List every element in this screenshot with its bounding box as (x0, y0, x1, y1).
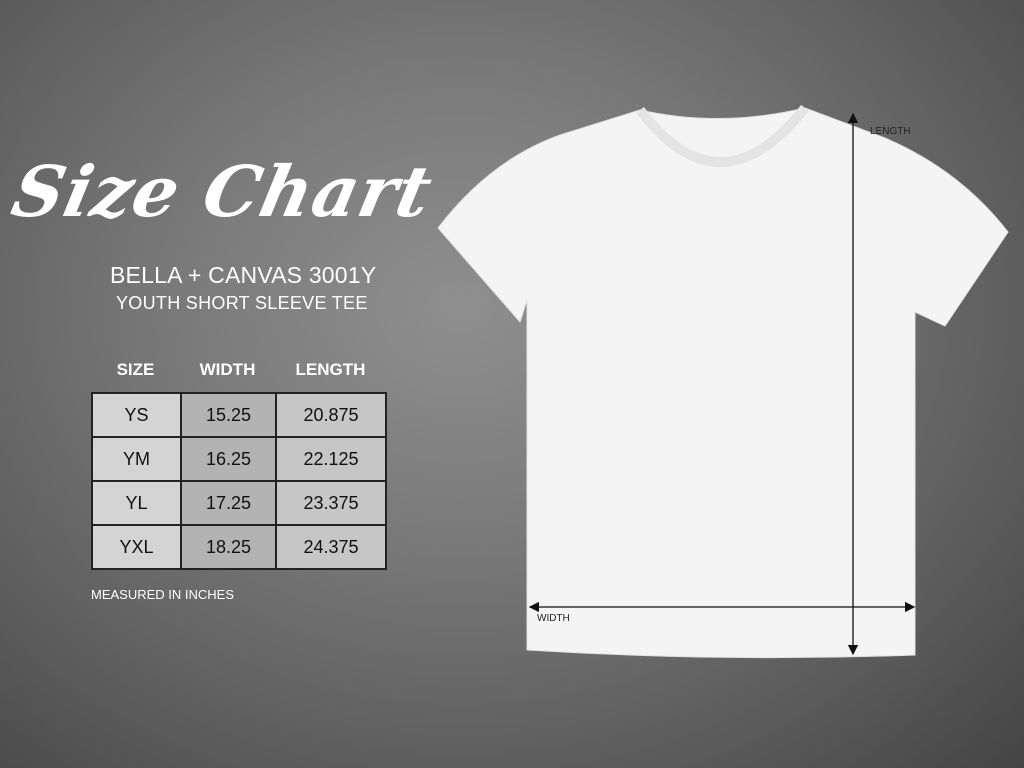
header-length: LENGTH (295, 360, 366, 379)
size-cell: YL (91, 480, 182, 526)
tshirt-collar (636, 104, 809, 167)
table-row: YM 16.25 22.125 (91, 436, 387, 482)
size-table: YS 15.25 20.875 YM 16.25 22.125 YL 17.25 23.375 Y… (91, 392, 387, 570)
length-cell: 22.125 (275, 436, 387, 482)
length-cell: 24.375 (275, 524, 387, 570)
header-width: WIDTH (199, 360, 256, 379)
width-label: WIDTH (537, 613, 570, 624)
tshirt-shape (437, 107, 1009, 659)
size-cell: YS (91, 392, 182, 438)
length-label: LENGTH (870, 126, 911, 137)
width-cell: 18.25 (180, 524, 277, 570)
width-cell: 17.25 (180, 480, 277, 526)
measurement-note: MEASURED IN INCHES (91, 587, 235, 602)
length-cell: 23.375 (275, 480, 387, 526)
table-row: YXL 18.25 24.375 (91, 524, 387, 570)
brand-model: BELLA + CANVAS 3001Y (110, 262, 377, 288)
size-cell: YM (91, 436, 182, 482)
header-size: SIZE (116, 360, 155, 379)
width-cell: 15.25 (180, 392, 277, 438)
table-row: YS 15.25 20.875 (91, 392, 387, 438)
product-subtitle: YOUTH SHORT SLEEVE TEE (116, 293, 368, 313)
width-cell: 16.25 (180, 436, 277, 482)
length-cell: 20.875 (275, 392, 387, 438)
size-cell: YXL (91, 524, 182, 570)
table-row: YL 17.25 23.375 (91, 480, 387, 526)
